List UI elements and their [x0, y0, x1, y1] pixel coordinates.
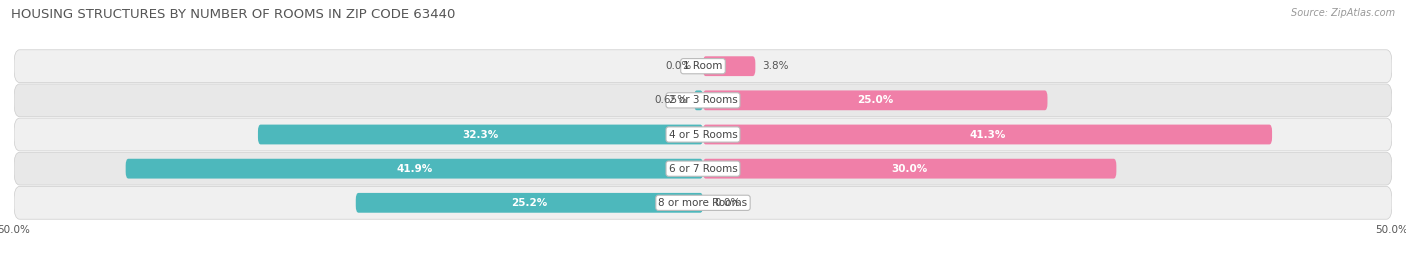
Text: 3.8%: 3.8%	[762, 61, 789, 71]
FancyBboxPatch shape	[125, 159, 703, 179]
Text: 25.0%: 25.0%	[858, 95, 893, 105]
FancyBboxPatch shape	[14, 50, 1392, 83]
FancyBboxPatch shape	[703, 56, 755, 76]
Text: 8 or more Rooms: 8 or more Rooms	[658, 198, 748, 208]
FancyBboxPatch shape	[14, 186, 1392, 219]
Text: Source: ZipAtlas.com: Source: ZipAtlas.com	[1291, 8, 1395, 18]
Text: HOUSING STRUCTURES BY NUMBER OF ROOMS IN ZIP CODE 63440: HOUSING STRUCTURES BY NUMBER OF ROOMS IN…	[11, 8, 456, 21]
Text: 4 or 5 Rooms: 4 or 5 Rooms	[669, 129, 737, 140]
Text: 1 Room: 1 Room	[683, 61, 723, 71]
FancyBboxPatch shape	[14, 118, 1392, 151]
Text: 6 or 7 Rooms: 6 or 7 Rooms	[669, 164, 737, 174]
FancyBboxPatch shape	[695, 90, 703, 110]
Text: 0.0%: 0.0%	[665, 61, 692, 71]
FancyBboxPatch shape	[14, 84, 1392, 117]
FancyBboxPatch shape	[356, 193, 703, 213]
FancyBboxPatch shape	[14, 152, 1392, 185]
FancyBboxPatch shape	[703, 125, 1272, 144]
Text: 25.2%: 25.2%	[512, 198, 547, 208]
Text: 41.9%: 41.9%	[396, 164, 433, 174]
Text: 30.0%: 30.0%	[891, 164, 928, 174]
FancyBboxPatch shape	[703, 90, 1047, 110]
Text: 2 or 3 Rooms: 2 or 3 Rooms	[669, 95, 737, 105]
Text: 41.3%: 41.3%	[969, 129, 1005, 140]
FancyBboxPatch shape	[703, 159, 1116, 179]
FancyBboxPatch shape	[257, 125, 703, 144]
Text: 0.0%: 0.0%	[714, 198, 741, 208]
Text: 0.65%: 0.65%	[654, 95, 688, 105]
Text: 32.3%: 32.3%	[463, 129, 499, 140]
